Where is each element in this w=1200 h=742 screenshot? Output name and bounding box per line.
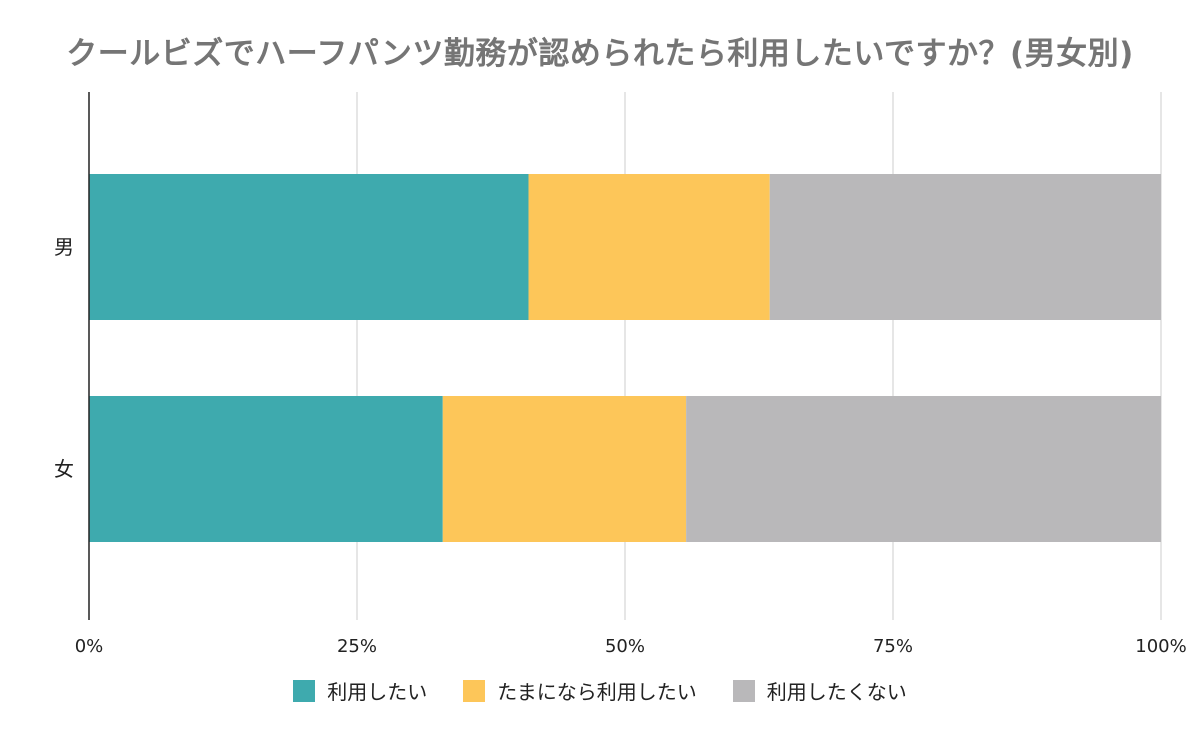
bars	[89, 174, 1161, 542]
legend: 利用したい たまになら利用したい 利用したくない	[0, 676, 1200, 705]
x-tick-label: 50%	[605, 636, 645, 657]
bar-male-series-3	[769, 174, 1161, 320]
x-tick-label: 25%	[337, 636, 377, 657]
legend-label: たまになら利用したい	[497, 680, 697, 704]
bar-female-series-2	[442, 396, 687, 542]
x-axis-ticks: 0% 25% 50% 75% 100%	[75, 636, 1187, 657]
bar-female-series-3	[686, 396, 1161, 542]
legend-label: 利用したくない	[766, 680, 907, 704]
category-label: 男	[54, 235, 74, 259]
bar-male-series-2	[528, 174, 770, 320]
category-label: 女	[54, 457, 74, 481]
chart-title: クールビズでハーフパンツ勤務が認められたら利用したいですか？(男女別)	[66, 36, 1134, 72]
legend-swatch	[293, 679, 316, 702]
legend-item: たまになら利用したい	[463, 676, 697, 705]
y-axis-categories: 男女	[54, 235, 74, 481]
bar-male-series-1	[89, 174, 529, 320]
x-tick-label: 0%	[75, 636, 104, 657]
legend-label: 利用したい	[327, 680, 428, 704]
legend-swatch	[732, 679, 755, 702]
legend-item: 利用したい	[293, 676, 427, 705]
x-tick-label: 75%	[873, 636, 913, 657]
x-tick-label: 100%	[1135, 636, 1186, 657]
legend-item: 利用したくない	[732, 676, 907, 705]
bar-female-series-1	[89, 396, 443, 542]
legend-swatch	[463, 679, 486, 702]
